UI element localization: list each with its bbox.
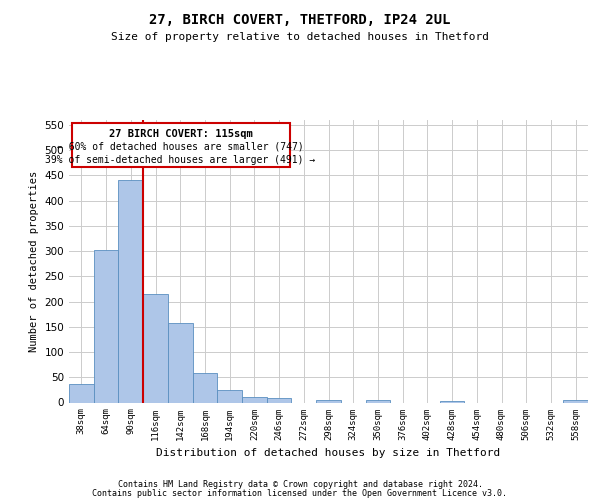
Text: 27, BIRCH COVERT, THETFORD, IP24 2UL: 27, BIRCH COVERT, THETFORD, IP24 2UL	[149, 12, 451, 26]
Text: Contains HM Land Registry data © Crown copyright and database right 2024.: Contains HM Land Registry data © Crown c…	[118, 480, 482, 489]
Bar	[118, 180, 143, 402]
Text: ← 60% of detached houses are smaller (747): ← 60% of detached houses are smaller (74…	[57, 142, 304, 152]
X-axis label: Distribution of detached houses by size in Thetford: Distribution of detached houses by size …	[157, 448, 500, 458]
Bar	[168, 324, 193, 402]
Bar	[143, 294, 168, 403]
Bar	[217, 390, 242, 402]
Text: 39% of semi-detached houses are larger (491) →: 39% of semi-detached houses are larger (…	[46, 155, 316, 165]
Text: Contains public sector information licensed under the Open Government Licence v3: Contains public sector information licen…	[92, 488, 508, 498]
Text: Size of property relative to detached houses in Thetford: Size of property relative to detached ho…	[111, 32, 489, 42]
Bar	[94, 250, 118, 402]
Bar	[440, 401, 464, 402]
FancyBboxPatch shape	[71, 123, 290, 166]
Bar	[563, 400, 588, 402]
Y-axis label: Number of detached properties: Number of detached properties	[29, 170, 39, 352]
Bar	[365, 400, 390, 402]
Bar	[69, 384, 94, 402]
Bar	[267, 398, 292, 402]
Bar	[242, 397, 267, 402]
Text: 27 BIRCH COVERT: 115sqm: 27 BIRCH COVERT: 115sqm	[109, 129, 253, 139]
Bar	[193, 373, 217, 402]
Bar	[316, 400, 341, 402]
